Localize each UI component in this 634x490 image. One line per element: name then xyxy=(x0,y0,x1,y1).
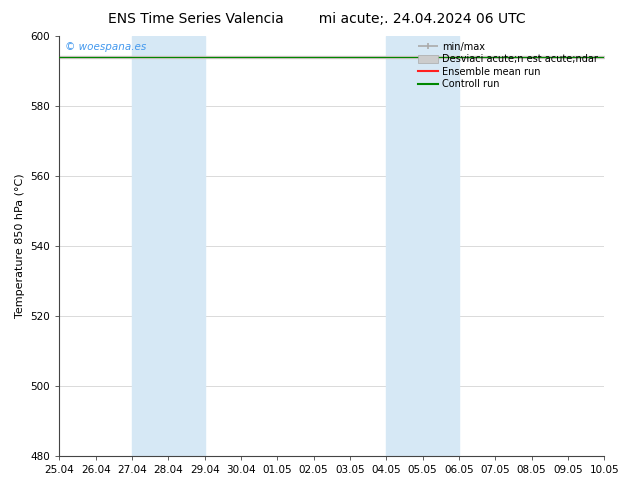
Bar xyxy=(132,36,205,456)
Legend: min/max, Desviaci acute;n est acute;ndar, Ensemble mean run, Controll run: min/max, Desviaci acute;n est acute;ndar… xyxy=(414,38,602,93)
Text: ENS Time Series Valencia        mi acute;. 24.04.2024 06 UTC: ENS Time Series Valencia mi acute;. 24.0… xyxy=(108,12,526,26)
Bar xyxy=(386,36,459,456)
Y-axis label: Temperature 850 hPa (°C): Temperature 850 hPa (°C) xyxy=(15,174,25,318)
Text: © woespana.es: © woespana.es xyxy=(65,43,146,52)
